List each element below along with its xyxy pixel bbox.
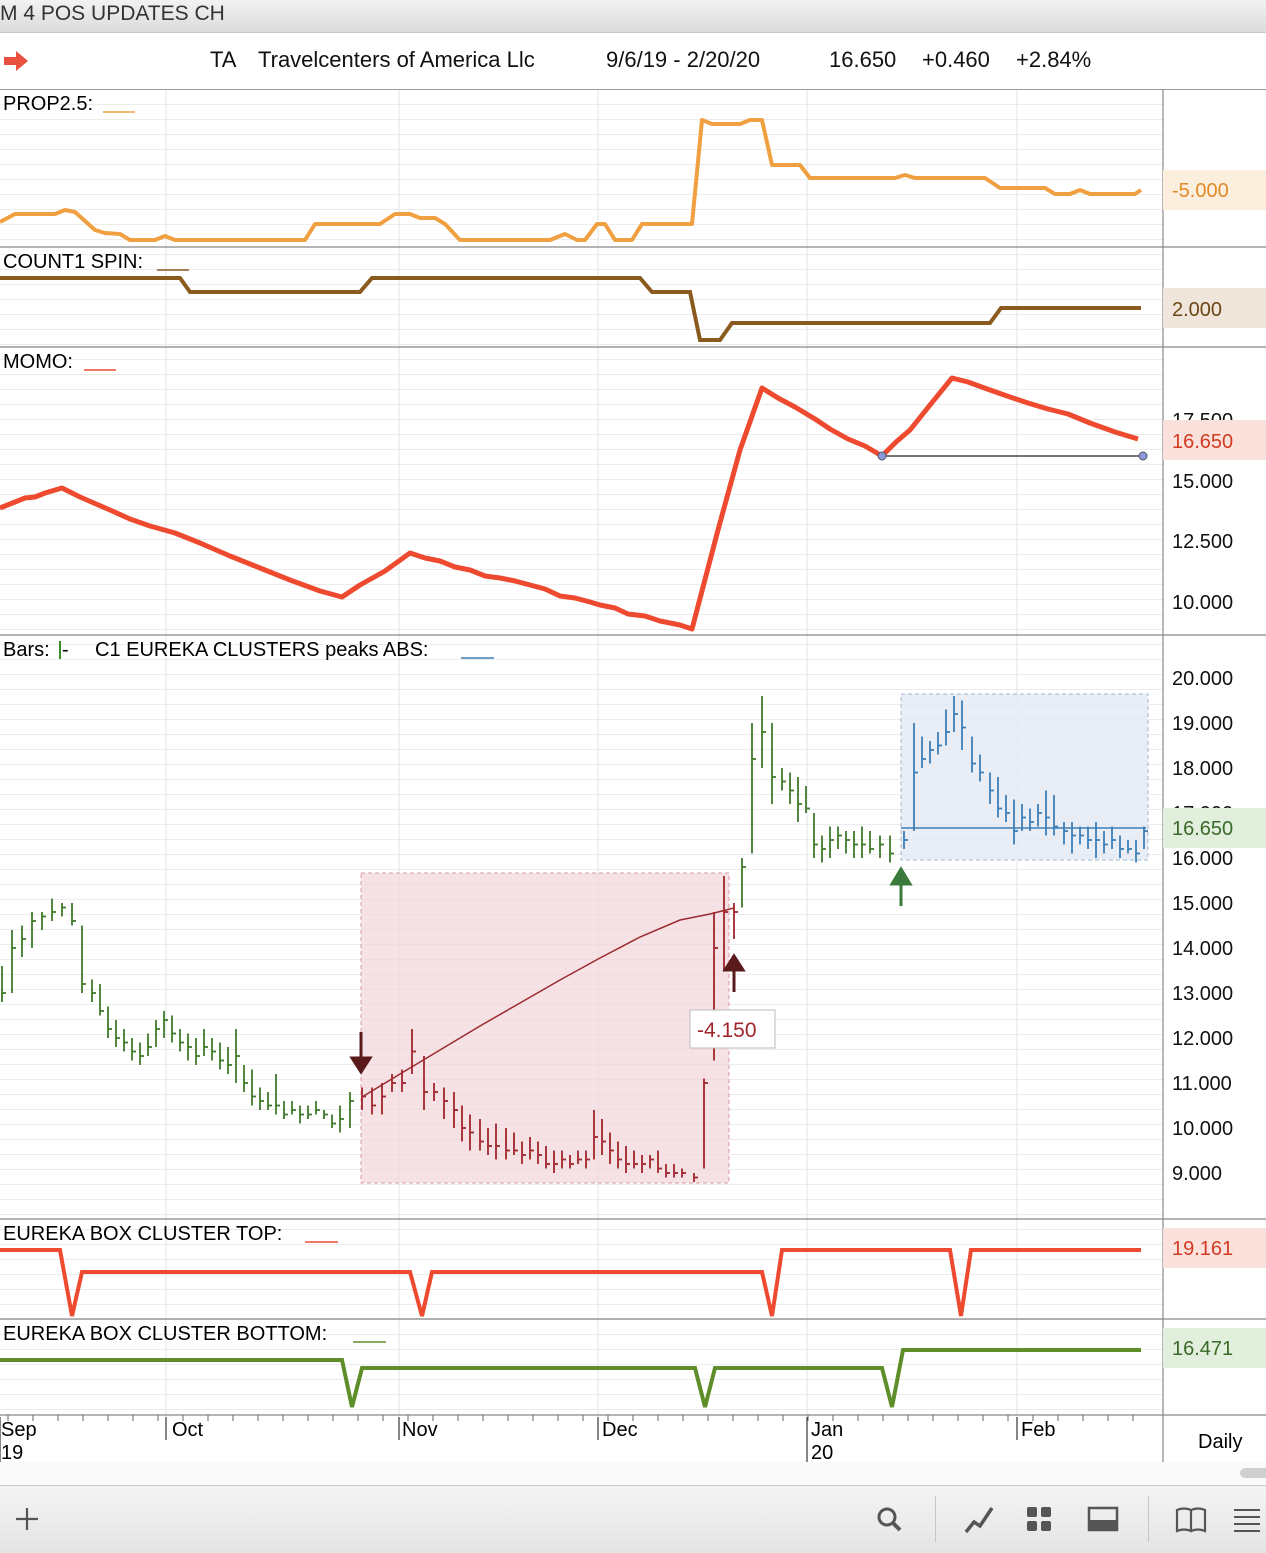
price-tick: 13.000 xyxy=(1172,983,1233,1005)
x-axis: Sep 19 Oct Nov Dec Jan 20 Feb Daily xyxy=(0,1415,1242,1462)
price-tick: 16.000 xyxy=(1172,848,1233,870)
eureka-cluster-box-up[interactable] xyxy=(900,693,1149,861)
bars-label-suffix: - xyxy=(62,639,69,661)
price-annotation[interactable]: -4.150 xyxy=(689,1009,776,1049)
study-label: C1 EUREKA CLUSTERS peaks ABS: xyxy=(95,639,428,661)
count-line xyxy=(0,276,1141,342)
top-label: EUREKA BOX CLUSTER TOP: xyxy=(3,1223,282,1245)
price-value: 16.650 xyxy=(1172,818,1233,840)
vertical-gridlines xyxy=(165,90,1018,1415)
chart-area[interactable]: PROP2.5: -5.000 COUNT1 SPIN: 2.000 MOMO:… xyxy=(0,90,1266,1462)
layout-icon[interactable] xyxy=(1084,1500,1122,1538)
bottom-line xyxy=(0,1348,1141,1408)
month-label: Dec xyxy=(602,1419,638,1441)
trend-line xyxy=(361,907,735,1098)
annotation-value: -4.150 xyxy=(697,1019,757,1042)
price-tick: 20.000 xyxy=(1172,668,1233,690)
prop-line xyxy=(0,118,1143,242)
count-value: 2.000 xyxy=(1172,299,1222,321)
month-label: Oct xyxy=(172,1419,204,1441)
price-tick: 10.000 xyxy=(1172,1118,1233,1140)
prop-value: -5.000 xyxy=(1172,180,1229,202)
momo-label: MOMO: xyxy=(3,351,73,373)
window-title-bar: M 4 POS UPDATES CH xyxy=(0,0,1266,33)
search-icon[interactable] xyxy=(870,1500,908,1538)
top-line xyxy=(0,1248,1141,1317)
up-arrow-marker-red xyxy=(722,953,746,992)
book-icon[interactable] xyxy=(1172,1500,1210,1538)
price-tick: 11.000 xyxy=(1172,1073,1232,1095)
prop-label: PROP2.5: xyxy=(3,93,93,115)
bottom-value: 16.471 xyxy=(1172,1338,1233,1360)
link-arrow-icon[interactable] xyxy=(2,49,30,73)
momo-tick: 12.500 xyxy=(1172,531,1233,553)
momo-tick: 10.000 xyxy=(1172,592,1233,614)
eureka-cluster-box-down[interactable] xyxy=(360,872,730,1184)
month-label: Jan xyxy=(811,1419,843,1441)
price-tick: 18.000 xyxy=(1172,758,1233,780)
month-label: Nov xyxy=(402,1419,438,1441)
date-range: 9/6/19 - 2/20/20 xyxy=(606,47,761,72)
price-tick: 12.000 xyxy=(1172,1028,1233,1050)
draw-icon[interactable] xyxy=(960,1500,998,1538)
scroll-thumb[interactable] xyxy=(1240,1468,1266,1478)
down-arrow-marker xyxy=(349,1032,373,1075)
price-tick: 9.000 xyxy=(1172,1163,1222,1185)
menu-icon[interactable] xyxy=(1228,1500,1266,1538)
period-label[interactable]: Daily xyxy=(1198,1431,1242,1453)
bars-label: Bars: xyxy=(3,639,50,661)
bottom-label: EUREKA BOX CLUSTER BOTTOM: xyxy=(3,1323,327,1345)
year-label: 20 xyxy=(811,1442,833,1462)
percent-change: +2.84% xyxy=(1016,47,1092,72)
price-change: +0.460 xyxy=(922,47,990,72)
top-value: 19.161 xyxy=(1172,1238,1233,1260)
price-tick: 15.000 xyxy=(1172,893,1233,915)
window-title: M 4 POS UPDATES CH xyxy=(0,2,225,25)
price-ticks: 20.000 19.000 18.000 17.000 16.000 15.00… xyxy=(1172,668,1233,1185)
chart-header: TA Travelcenters of America Llc 9/6/19 -… xyxy=(0,33,1266,90)
grid-icon[interactable] xyxy=(1020,1500,1058,1538)
price-tick: 19.000 xyxy=(1172,713,1233,735)
company-name: Travelcenters of America Llc xyxy=(258,47,535,72)
bottom-toolbar xyxy=(0,1485,1266,1553)
price-bars xyxy=(1,696,1148,1182)
momo-tick: 15.000 xyxy=(1172,471,1233,493)
last-price: 16.650 xyxy=(829,47,897,72)
momo-value: 16.650 xyxy=(1172,431,1233,453)
month-label: Sep xyxy=(1,1419,37,1441)
scroll-strip xyxy=(0,1462,1266,1485)
add-icon[interactable] xyxy=(8,1500,46,1538)
up-arrow-marker-green xyxy=(889,866,913,906)
symbol[interactable]: TA xyxy=(210,47,237,72)
momo-line xyxy=(0,375,1139,632)
month-label: Feb xyxy=(1021,1419,1055,1441)
count-label: COUNT1 SPIN: xyxy=(3,251,143,273)
year-label: 19 xyxy=(1,1442,23,1462)
price-tick: 14.000 xyxy=(1172,938,1233,960)
